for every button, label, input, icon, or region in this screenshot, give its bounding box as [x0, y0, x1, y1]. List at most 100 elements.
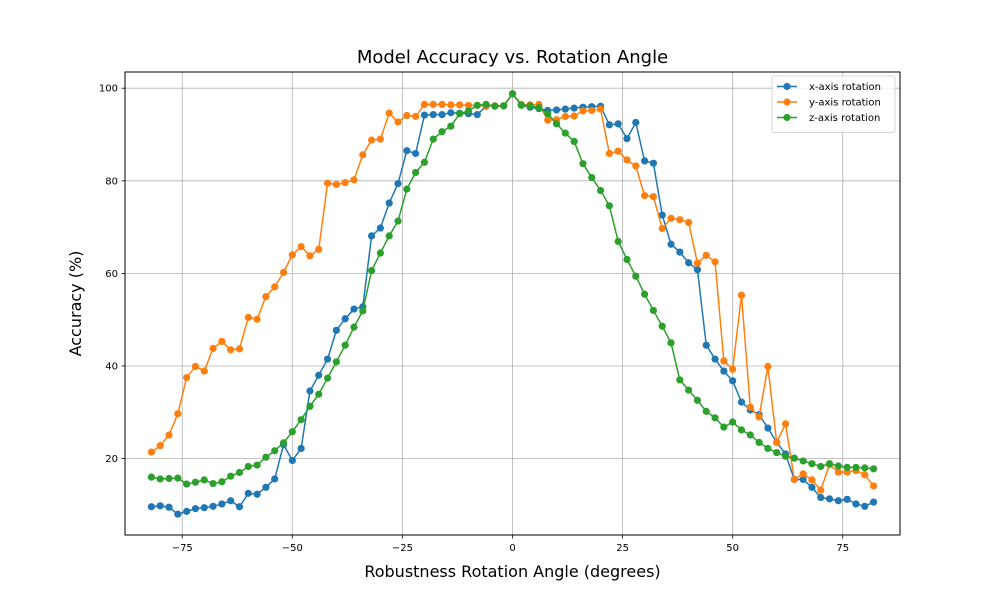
data-point	[235, 503, 244, 511]
data-point	[306, 252, 314, 260]
data-point	[570, 112, 578, 120]
data-point	[191, 505, 200, 513]
data-point	[711, 355, 719, 363]
data-point	[403, 147, 411, 155]
data-point	[579, 107, 587, 115]
data-point	[808, 476, 816, 484]
data-point	[209, 480, 217, 488]
data-point	[438, 128, 446, 136]
data-point	[869, 498, 878, 506]
x-tick-label: −50	[282, 543, 303, 554]
data-point	[764, 424, 772, 432]
data-point	[156, 475, 164, 483]
data-point	[165, 431, 173, 439]
data-point	[623, 135, 631, 143]
y-axis-title: Accuracy (%)	[66, 251, 85, 357]
data-point	[588, 106, 596, 115]
data-point	[685, 259, 693, 267]
data-point	[852, 463, 860, 472]
data-point	[834, 462, 842, 470]
data-point	[209, 502, 217, 510]
data-point	[764, 444, 772, 453]
data-point	[552, 120, 561, 128]
data-point	[341, 315, 349, 323]
data-point	[711, 258, 719, 266]
data-point	[359, 151, 367, 159]
data-point	[641, 192, 649, 200]
data-point	[711, 414, 719, 422]
data-point	[781, 452, 790, 460]
data-point	[843, 463, 851, 472]
data-point	[200, 476, 208, 484]
y-tick-label: 20	[105, 454, 118, 465]
data-point	[447, 122, 455, 130]
data-point	[438, 100, 446, 109]
x-tick-label: 0	[509, 543, 515, 554]
data-point	[244, 489, 252, 497]
data-point	[376, 224, 384, 232]
data-point	[570, 104, 578, 112]
data-point	[658, 211, 666, 219]
data-point	[218, 337, 226, 346]
data-point	[271, 283, 279, 291]
data-point	[367, 232, 376, 240]
axis-ticks: −75 −50 −25 0 25 50 75 20 40 60 80 100	[99, 84, 849, 554]
data-point	[667, 339, 675, 347]
legend-label: x-axis rotation	[809, 82, 881, 93]
data-point	[808, 460, 816, 468]
y-tick-label: 80	[105, 176, 118, 187]
data-point	[385, 232, 393, 240]
data-point	[367, 267, 376, 275]
data-point	[720, 367, 728, 375]
data-point	[825, 495, 834, 503]
data-point	[288, 251, 296, 259]
y-tick-label: 100	[99, 84, 118, 95]
data-point	[394, 217, 402, 225]
data-point	[781, 420, 790, 428]
data-point	[614, 147, 622, 155]
data-point	[429, 110, 437, 119]
data-point	[817, 462, 825, 471]
data-point	[508, 90, 517, 98]
data-point	[808, 483, 816, 491]
data-point	[209, 344, 217, 353]
data-point	[834, 468, 842, 476]
data-point	[412, 149, 420, 158]
data-point	[755, 438, 763, 446]
legend-swatch-marker	[783, 113, 791, 122]
data-point	[702, 251, 710, 259]
data-point	[649, 306, 658, 315]
data-point	[729, 418, 737, 426]
data-point	[685, 218, 693, 227]
data-point	[861, 502, 869, 510]
data-point	[147, 473, 156, 481]
data-point	[429, 100, 437, 109]
data-point	[218, 500, 226, 508]
data-point	[385, 199, 393, 207]
data-point	[561, 105, 569, 113]
data-point	[183, 480, 191, 488]
data-point	[297, 416, 305, 424]
data-point	[729, 365, 737, 373]
data-point	[473, 101, 481, 109]
data-point	[658, 224, 666, 233]
data-point	[385, 109, 393, 117]
data-point	[359, 307, 367, 315]
data-point	[323, 179, 332, 187]
data-point	[720, 423, 728, 431]
data-point	[869, 482, 878, 490]
data-point	[183, 507, 191, 515]
data-point	[464, 107, 473, 115]
data-point	[596, 105, 605, 113]
data-point	[473, 110, 481, 119]
data-point	[306, 402, 314, 410]
data-point	[447, 109, 455, 117]
data-point	[729, 377, 737, 385]
data-point	[165, 474, 173, 483]
x-tick-label: 75	[836, 543, 849, 554]
data-point	[288, 428, 296, 436]
data-point	[605, 202, 613, 210]
data-point	[790, 454, 798, 462]
data-point	[517, 101, 525, 109]
data-point	[456, 110, 464, 118]
